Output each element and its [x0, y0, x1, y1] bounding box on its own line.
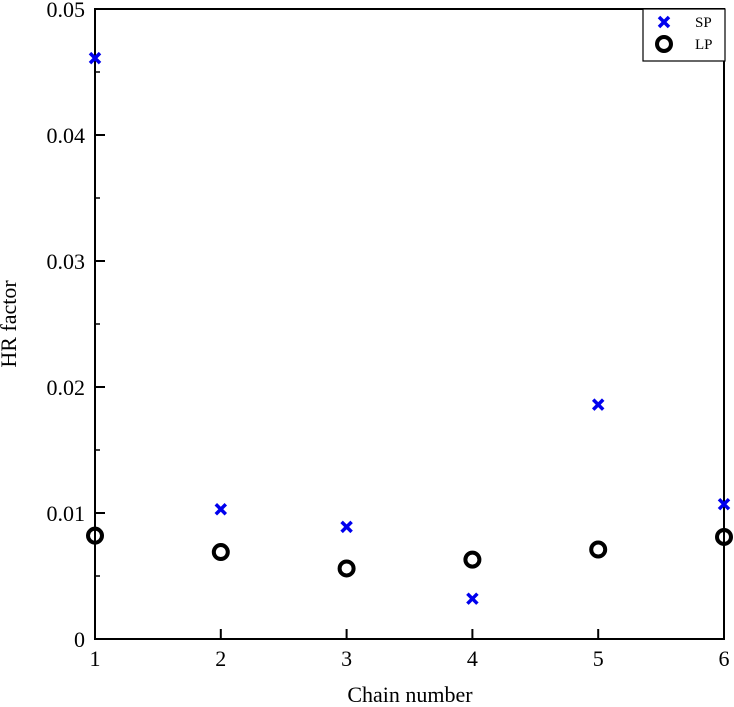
lp-point [211, 543, 230, 562]
legend-lp-marker [655, 35, 673, 53]
x-tick-label: 3 [341, 646, 352, 671]
x-tick-label: 1 [90, 646, 101, 671]
y-tick-label: 0.03 [47, 249, 86, 274]
sp-point [214, 502, 228, 516]
lp-point [86, 526, 104, 545]
x-tick-label: 6 [719, 646, 730, 671]
legend-box [642, 8, 726, 62]
y-tick-label: 0.04 [47, 123, 86, 148]
y-axis-title: HR factor [0, 280, 21, 368]
sp-point [340, 520, 353, 534]
data-points [86, 51, 733, 605]
lp-point [463, 550, 482, 569]
x-axis-title: Chain number [347, 682, 473, 707]
sp-point [717, 497, 731, 511]
y-axis-ticks: 0 0.01 0.02 0.03 0.04 0.05 [47, 0, 105, 652]
lp-point [337, 559, 356, 578]
legend: SP LP [642, 8, 726, 62]
lp-point [715, 527, 733, 546]
sp-point [88, 51, 102, 65]
lp-point [589, 540, 608, 559]
y-tick-label: 0.05 [47, 0, 86, 22]
y-tick-label: 0.02 [47, 375, 86, 400]
x-tick-label: 5 [593, 646, 604, 671]
legend-lp-circle-marker [655, 35, 673, 53]
sp-point [466, 592, 479, 605]
plot-area-border [94, 8, 725, 640]
legend-sp-x-marker [657, 15, 671, 29]
plot-frame [94, 8, 725, 640]
x-tick-label: 2 [215, 646, 226, 671]
x-axis-ticks: 1 2 3 4 5 6 [90, 629, 730, 671]
sp-point [591, 398, 605, 411]
legend-label-sp: SP [695, 15, 712, 31]
legend-sp-marker [657, 15, 671, 29]
x-tick-label: 4 [467, 646, 478, 671]
legend-label-lp: LP [695, 37, 713, 53]
y-tick-label: 0 [74, 627, 85, 652]
y-tick-label: 0.01 [47, 501, 86, 526]
